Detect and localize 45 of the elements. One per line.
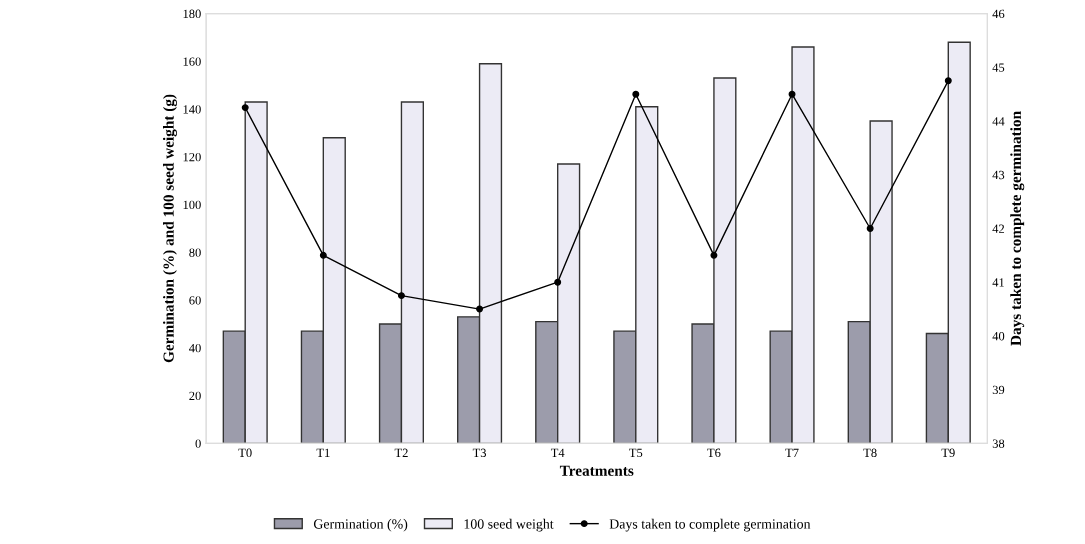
y-tick-label: 180 [183, 9, 201, 19]
y2-tick-label: 38 [992, 439, 1005, 448]
y2-axis-title: Days taken to complete germination [1010, 111, 1025, 346]
y2-tick-label: 39 [992, 385, 1005, 395]
y2-tick-label: 46 [992, 9, 1005, 19]
y-tick-label: 100 [183, 200, 201, 210]
x-tick-label: T6 [707, 448, 721, 458]
y-tick-label: 160 [183, 57, 201, 66]
point [554, 278, 562, 286]
x-tick-label: T8 [863, 448, 877, 458]
y-tick-label: 0 [195, 439, 201, 448]
y-tick-label: 80 [189, 248, 201, 257]
legend-label: Days taken to complete germination [609, 518, 811, 532]
y-tick-label: 20 [189, 391, 201, 401]
x-tick-label: T2 [394, 448, 408, 457]
x-tick-label: T4 [550, 448, 565, 457]
x-tick-label: T1 [316, 448, 330, 457]
point [632, 90, 640, 98]
legend-label: Germination (%) [313, 518, 408, 532]
y-tick-label: 60 [189, 296, 201, 305]
x-tick-label: T3 [472, 448, 487, 458]
y2-tick-label: 43 [992, 170, 1005, 180]
x-tick-label: T9 [941, 448, 955, 458]
x-tick-label: T0 [238, 448, 252, 458]
x-axis-title: Treatments [559, 465, 634, 476]
y2-tick-label: 45 [992, 63, 1005, 72]
y-axis-title: Germination (%) and 100 seed weight (g) [163, 94, 177, 363]
point [397, 292, 405, 300]
y-tick-label: 40 [189, 343, 201, 353]
y2-tick-label: 42 [992, 224, 1005, 233]
y-tick-label: 120 [183, 152, 201, 162]
y-tick-label: 140 [183, 105, 201, 114]
point [788, 90, 796, 98]
legend-label: 100 seed weight [464, 518, 554, 532]
y2-tick-label: 44 [992, 117, 1005, 126]
point [476, 305, 484, 313]
y2-tick-label: 40 [992, 331, 1005, 341]
point [710, 251, 718, 259]
point [866, 225, 874, 232]
x-tick-label: T7 [785, 448, 799, 457]
point [319, 251, 327, 259]
y2-tick-label: 41 [992, 278, 1004, 287]
x-tick-label: T5 [629, 448, 643, 458]
point [944, 77, 952, 85]
point [241, 104, 249, 112]
